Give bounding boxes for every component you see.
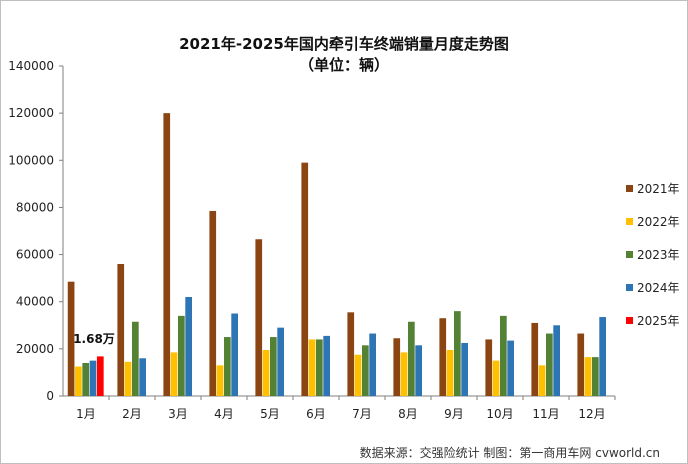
bar-2022年-5月 — [262, 350, 270, 396]
bar-2025年-1月 — [96, 356, 104, 396]
bar-2024年-2月 — [139, 358, 146, 396]
x-tick-label: 1月 — [76, 407, 96, 421]
x-tick-label: 2月 — [122, 407, 142, 421]
chart-title: 2021年-2025年国内牵引车终端销量月度走势图 — [179, 35, 509, 53]
legend-swatch-2023 — [626, 251, 633, 258]
bar-2024年-5月 — [277, 327, 284, 396]
bar-2022年-6月 — [308, 339, 316, 396]
bar-2024年-3月 — [185, 297, 192, 396]
bar-2022年-10月 — [492, 360, 500, 396]
bar-2022年-8月 — [400, 352, 408, 396]
legend-swatch-2024 — [626, 284, 633, 291]
bar-2021年-11月 — [531, 322, 539, 396]
y-tick-label: 0 — [46, 389, 54, 403]
bar-2024年-8月 — [415, 345, 422, 396]
legend-swatch-2021 — [626, 185, 633, 192]
legend-item-2022: 2022年 — [626, 205, 680, 238]
legend-label-2023: 2023年 — [637, 248, 680, 262]
legend-item-2023: 2023年 — [626, 238, 680, 271]
legend-item-2024: 2024年 — [626, 271, 680, 304]
bar-2023年-8月 — [408, 321, 415, 396]
bar-2023年-5月 — [270, 337, 277, 396]
bar-2023年-2月 — [132, 321, 139, 396]
bar-2024年-12月 — [599, 317, 606, 396]
x-tick-label: 10月 — [486, 407, 513, 421]
legend-swatch-2022 — [626, 218, 633, 225]
bar-2023年-1月 — [82, 363, 90, 396]
x-tick-label: 11月 — [532, 407, 559, 421]
data-label-2025: 1.68万 — [73, 332, 115, 346]
bar-2021年-4月 — [209, 210, 217, 396]
bar-2024年-11月 — [553, 325, 560, 396]
bar-2022年-2月 — [124, 361, 132, 396]
x-tick-label: 4月 — [214, 407, 234, 421]
bar-2023年-6月 — [316, 339, 323, 396]
y-tick-label: 60000 — [16, 248, 54, 262]
x-tick-label: 8月 — [398, 407, 418, 421]
bar-2023年-10月 — [500, 315, 507, 396]
x-tick-label: 12月 — [578, 407, 605, 421]
legend-swatch-2025 — [626, 317, 633, 324]
bar-2021年-12月 — [577, 333, 585, 396]
y-tick-label: 80000 — [16, 200, 54, 214]
bar-2022年-1月 — [75, 366, 82, 396]
y-tick-label: 140000 — [8, 59, 54, 73]
bar-2022年-9月 — [446, 350, 454, 396]
y-tick-label: 20000 — [16, 342, 54, 356]
bar-2022年-3月 — [170, 352, 178, 396]
bar-2024年-6月 — [323, 335, 330, 396]
bar-2021年-10月 — [485, 339, 493, 396]
chart-subtitle: （单位：辆） — [298, 56, 389, 74]
bar-2021年-3月 — [163, 113, 171, 397]
x-tick-label: 5月 — [260, 407, 280, 421]
bar-2021年-7月 — [347, 312, 355, 396]
y-tick-label: 40000 — [16, 295, 54, 309]
bar-2021年-2月 — [117, 264, 125, 396]
bar-2024年-10月 — [507, 340, 514, 396]
source-note: 数据来源：交强险统计 制图：第一商用车网 cvworld.cn — [359, 446, 660, 460]
legend-label-2021: 2021年 — [637, 182, 680, 196]
bar-2023年-11月 — [546, 333, 553, 396]
legend-item-2021: 2021年 — [626, 172, 680, 205]
bar-2024年-7月 — [369, 333, 376, 396]
legend-label-2025: 2025年 — [637, 314, 680, 328]
bar-2021年-9月 — [439, 318, 447, 396]
bar-2021年-8月 — [393, 338, 401, 396]
y-tick-label: 100000 — [8, 153, 54, 167]
bar-2023年-12月 — [592, 357, 599, 396]
bar-2022年-12月 — [584, 357, 592, 396]
bar-2022年-7月 — [354, 354, 362, 396]
bar-2021年-6月 — [301, 162, 309, 396]
x-tick-label: 7月 — [352, 407, 372, 421]
bar-2023年-3月 — [178, 315, 185, 396]
x-tick-label: 9月 — [444, 407, 464, 421]
bar-2021年-5月 — [255, 239, 263, 396]
bar-2022年-4月 — [216, 365, 224, 396]
y-tick-label: 120000 — [8, 106, 54, 120]
x-tick-label: 3月 — [168, 407, 188, 421]
bar-2023年-9月 — [454, 311, 461, 396]
bar-2024年-1月 — [89, 360, 97, 396]
bar-2024年-9月 — [461, 342, 468, 396]
bar-2024年-4月 — [231, 313, 238, 396]
legend-item-2025: 2025年 — [626, 304, 680, 337]
bar-2022年-11月 — [538, 365, 546, 396]
legend-label-2022: 2022年 — [637, 215, 680, 229]
chart-legend: 2021年 2022年 2023年 2024年 2025年 — [626, 172, 680, 337]
bar-2023年-7月 — [362, 345, 369, 396]
x-tick-label: 6月 — [306, 407, 326, 421]
bar-2023年-4月 — [224, 337, 231, 396]
legend-label-2024: 2024年 — [637, 281, 680, 295]
bar-2021年-1月 — [67, 281, 75, 396]
